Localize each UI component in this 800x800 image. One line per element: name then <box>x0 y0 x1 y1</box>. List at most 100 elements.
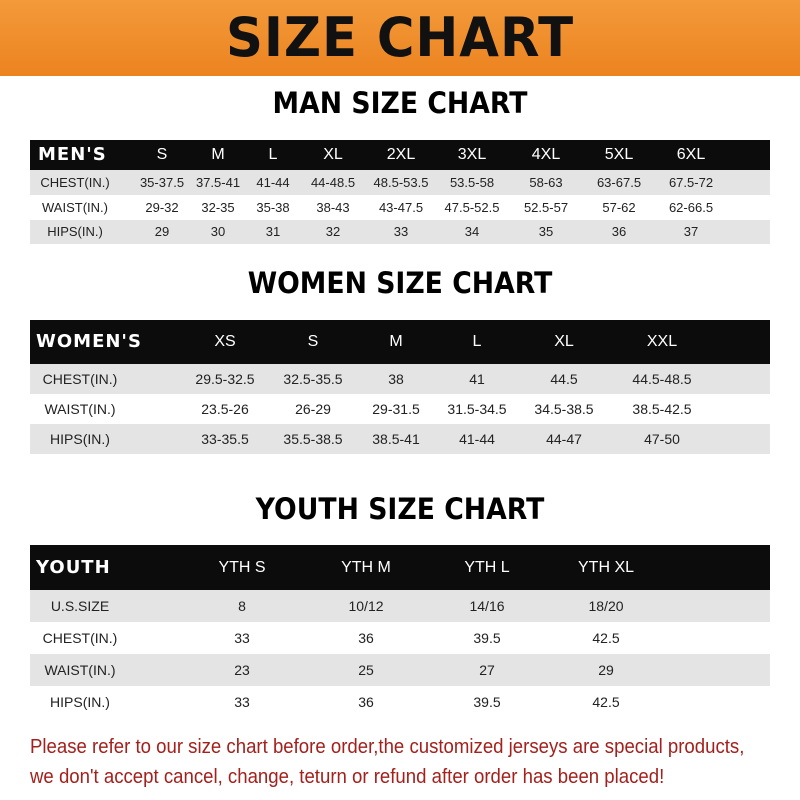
measurement-value: 38.5-41 <box>372 431 420 447</box>
measurement-value: 29 <box>598 662 614 678</box>
measurement-value: 29-32 <box>145 200 179 215</box>
measurement-value: 34.5-38.5 <box>534 401 594 417</box>
measurement-value: 25 <box>358 662 374 678</box>
table-row: CHEST(IN.) 35-37.5 37.5-41 41-44 44-48.5 48.5… <box>30 170 770 195</box>
measurement-value: 42.5 <box>592 694 620 710</box>
measurement-value: 43-47.5 <box>378 200 424 215</box>
measurement-value: 37 <box>683 224 699 239</box>
size-column-header: L <box>472 333 482 350</box>
women-section-title: WOMEN SIZE CHART <box>247 266 553 300</box>
measurement-value: 44.5-48.5 <box>632 371 692 387</box>
measurement-value: 41 <box>469 371 485 387</box>
measurement-value: 42.5 <box>592 630 620 646</box>
size-column-header: XL <box>554 333 574 350</box>
measurement-value: 34 <box>464 224 480 239</box>
table-row: WAIST(IN.) 29-32 32-35 35-38 38-43 43-47.5 47.… <box>30 195 770 220</box>
measurement-label: CHEST(IN.) <box>42 630 118 646</box>
measurement-value: 39.5 <box>473 630 501 646</box>
measurement-value: 14/16 <box>469 598 505 614</box>
measurement-value: 47-50 <box>644 431 680 447</box>
table-row: HIPS(IN.) 29 30 31 32 33 34 35 36 37 <box>30 220 770 244</box>
measurement-value: 62-66.5 <box>668 200 714 215</box>
measurement-value: 57-62 <box>602 200 636 215</box>
measurement-label: U.S.SIZE <box>50 598 110 614</box>
order-notice-line-2: we don't accept cancel, change, teturn o… <box>30 766 665 788</box>
measurement-label: WAIST(IN.) <box>44 401 116 417</box>
size-column-header: 3XL <box>457 146 487 163</box>
measurement-value: 52.5-57 <box>523 200 569 215</box>
size-column-header: M <box>389 333 403 350</box>
table-row: CHEST(IN.) 29.5-32.5 32.5-35.5 38 41 44.5 44.5… <box>30 364 770 394</box>
men-size-table: MEN'S S M L XL 2XL 3XL 4XL 5XL 6XL CHEST(IN.) 35-37… <box>30 140 770 244</box>
size-column-header: 2XL <box>386 146 416 163</box>
size-column-header: M <box>211 146 225 163</box>
measurement-value: 39.5 <box>473 694 501 710</box>
measurement-value: 36 <box>358 694 374 710</box>
measurement-value: 29.5-32.5 <box>195 371 255 387</box>
measurement-value: 23 <box>234 662 250 678</box>
measurement-value: 23.5-26 <box>201 401 249 417</box>
size-column-header: 6XL <box>676 146 706 163</box>
table-row: WAIST(IN.) 23 25 27 29 <box>30 654 770 686</box>
table-row: HIPS(IN.) 33-35.5 35.5-38.5 38.5-41 41-44 44-… <box>30 424 770 454</box>
measurement-value: 27 <box>479 662 495 678</box>
size-column-header: XS <box>214 333 236 350</box>
measurement-value: 26-29 <box>295 401 331 417</box>
table-row: U.S.SIZE 8 10/12 14/16 18/20 <box>30 590 770 622</box>
page-title: SIZE CHART <box>225 6 575 69</box>
measurement-value: 29-31.5 <box>372 401 420 417</box>
measurement-value: 58-63 <box>529 175 563 190</box>
measurement-value: 37.5-41 <box>195 175 241 190</box>
men-section-title: MAN SIZE CHART <box>272 86 528 120</box>
table-row: WAIST(IN.) 23.5-26 26-29 29-31.5 31.5-34.5 34… <box>30 394 770 424</box>
measurement-value: 35.5-38.5 <box>283 431 343 447</box>
table-row: CHEST(IN.) 33 36 39.5 42.5 <box>30 622 770 654</box>
measurement-value: 44-47 <box>546 431 582 447</box>
size-column-header: YTH XL <box>577 559 635 576</box>
measurement-value: 33 <box>234 630 250 646</box>
measurement-value: 32.5-35.5 <box>283 371 343 387</box>
measurement-value: 44-48.5 <box>310 175 356 190</box>
measurement-value: 36 <box>358 630 374 646</box>
table-row: HIPS(IN.) 33 36 39.5 42.5 <box>30 686 770 718</box>
measurement-value: 32-35 <box>201 200 235 215</box>
size-column-header: 4XL <box>531 146 561 163</box>
measurement-value: 31.5-34.5 <box>447 401 507 417</box>
size-column-header: YTH L <box>464 559 510 576</box>
size-column-header: 5XL <box>604 146 634 163</box>
measurement-value: 67.5-72 <box>668 175 714 190</box>
measurement-label: HIPS(IN.) <box>47 224 103 239</box>
measurement-value: 41-44 <box>256 175 290 190</box>
measurement-label: HIPS(IN.) <box>50 431 110 447</box>
measurement-value: 31 <box>265 224 281 239</box>
measurement-value: 30 <box>210 224 226 239</box>
measurement-value: 38.5-42.5 <box>632 401 692 417</box>
order-notice-line-1: Please refer to our size chart before or… <box>30 736 745 758</box>
table-group-label: WOMEN'S <box>36 331 142 352</box>
measurement-label: WAIST(IN.) <box>44 662 116 678</box>
table-header-row: WOMEN'S XS S M L XL XXL <box>30 320 770 364</box>
measurement-label: CHEST(IN.) <box>40 175 110 190</box>
title-banner: SIZE CHART <box>0 0 800 76</box>
table-header-row: YOUTH YTH S YTH M YTH L YTH XL <box>30 545 770 590</box>
measurement-value: 47.5-52.5 <box>444 200 500 215</box>
measurement-value: 63-67.5 <box>596 175 642 190</box>
measurement-value: 38 <box>388 371 404 387</box>
measurement-value: 35-38 <box>256 200 290 215</box>
size-column-header: S <box>156 146 168 163</box>
women-size-table: WOMEN'S XS S M L XL XXL CHEST(IN.) 29.5-32.5 32.5… <box>30 320 770 454</box>
size-column-header: YTH M <box>341 559 391 576</box>
measurement-label: CHEST(IN.) <box>42 371 118 387</box>
measurement-value: 53.5-58 <box>449 175 495 190</box>
measurement-value: 10/12 <box>348 598 384 614</box>
measurement-value: 41-44 <box>459 431 495 447</box>
table-header-row: MEN'S S M L XL 2XL 3XL 4XL 5XL 6XL <box>30 140 770 170</box>
measurement-value: 18/20 <box>588 598 624 614</box>
size-column-header: XXL <box>646 333 678 350</box>
youth-section-title: YOUTH SIZE CHART <box>255 492 545 526</box>
measurement-value: 8 <box>238 598 246 614</box>
measurement-value: 33 <box>393 224 409 239</box>
measurement-value: 36 <box>611 224 627 239</box>
measurement-label: HIPS(IN.) <box>50 694 110 710</box>
measurement-value: 35 <box>538 224 554 239</box>
